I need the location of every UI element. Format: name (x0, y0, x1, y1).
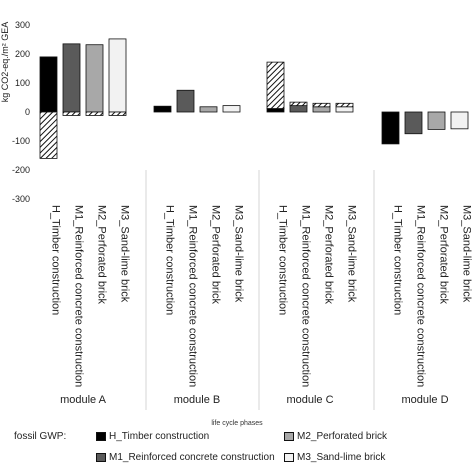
module-label: module A (60, 394, 107, 406)
bar-biogenic (108, 111, 127, 116)
module-labels: module A module B module C module D (60, 394, 449, 406)
bar-fossil (404, 111, 423, 135)
category-label: M3_Sand-lime brick (119, 205, 131, 303)
legend-item-m2: M2_Perforated brick (284, 431, 387, 442)
bar-fossil (312, 106, 331, 113)
y-tick-label: 300 (15, 20, 30, 30)
bar-fossil (108, 38, 127, 113)
category-label: M3_Sand-lime brick (346, 205, 358, 303)
bar-fossil (39, 56, 58, 113)
legend-label-h: H_Timber construction (109, 431, 210, 442)
bar-biogenic (335, 102, 354, 108)
bar-fossil (335, 106, 354, 113)
legend-title: fossil GWP: (14, 431, 67, 442)
bars (39, 38, 469, 410)
bar-fossil (176, 89, 195, 113)
legend-swatch-icon (284, 432, 294, 441)
bar-biogenic (39, 111, 58, 159)
bar-biogenic (266, 61, 285, 109)
legend-swatch-icon (96, 432, 106, 441)
category-label: H_Timber construction (392, 205, 404, 315)
bar-fossil (222, 105, 241, 113)
y-axis-label: kg CO2-eq./m² GEA (0, 22, 10, 103)
category-label: M2_Perforated brick (210, 205, 222, 305)
legend-label-m1: M1_Reinforced concrete construction (109, 452, 275, 463)
bar-fossil (381, 111, 400, 145)
y-tick-label: -300 (12, 194, 30, 204)
legend-item-h: H_Timber construction (96, 431, 209, 442)
bar-biogenic (312, 102, 331, 108)
category-label: M2_Perforated brick (96, 205, 108, 305)
y-tick-label: -100 (12, 136, 30, 146)
bar-fossil (199, 106, 218, 113)
module-label: module B (174, 394, 220, 406)
bar-fossil (427, 111, 446, 130)
y-tick-label: 0 (25, 107, 30, 117)
bar-biogenic (85, 111, 104, 116)
bar-fossil (85, 44, 104, 113)
category-label: M1_Reinforced concrete construction (300, 205, 312, 387)
y-axis-ticks: 300 200 100 0 -100 -200 -300 (12, 20, 30, 204)
category-label: H_Timber construction (50, 205, 62, 315)
category-label: M2_Perforated brick (323, 205, 335, 305)
legend-label-m3: M3_Sand-lime brick (297, 452, 386, 463)
category-label: M2_Perforated brick (438, 205, 450, 305)
legend-label-m2: M2_Perforated brick (297, 431, 388, 442)
module-label: module C (286, 394, 333, 406)
category-label: M1_Reinforced concrete construction (415, 205, 427, 387)
bar-chart: kg CO2-eq./m² GEA 300 200 100 0 -100 -200 -300… (0, 20, 473, 427)
bar-fossil (62, 43, 81, 113)
category-label: M1_Reinforced concrete construction (73, 205, 85, 387)
category-label: H_Timber construction (277, 205, 289, 315)
y-tick-label: 100 (15, 78, 30, 88)
category-label: M1_Reinforced concrete construction (187, 205, 199, 387)
bar-fossil (153, 105, 172, 113)
category-label: H_Timber construction (164, 205, 176, 315)
legend-swatch-icon (284, 453, 294, 462)
legend-item-m3: M3_Sand-lime brick (284, 452, 385, 463)
bar-fossil (266, 108, 285, 113)
legend-swatch-icon (96, 453, 106, 462)
bar-biogenic (289, 101, 308, 107)
x-axis-label: life cycle phases (211, 420, 263, 427)
bar-biogenic (62, 111, 81, 116)
bar-fossil (450, 111, 469, 130)
y-tick-label: -200 (12, 165, 30, 175)
category-label: M3_Sand-lime brick (233, 205, 245, 303)
bar-fossil (289, 105, 308, 113)
category-label: M3_Sand-lime brick (461, 205, 473, 303)
category-labels: H_Timber construction M1_Reinforced concr… (50, 205, 473, 387)
module-label: module D (401, 394, 448, 406)
legend-item-m1: M1_Reinforced concrete construction (96, 452, 275, 463)
legend: fossil GWP: H_Timber construction M2_Per… (12, 428, 472, 470)
y-tick-label: 200 (15, 49, 30, 59)
